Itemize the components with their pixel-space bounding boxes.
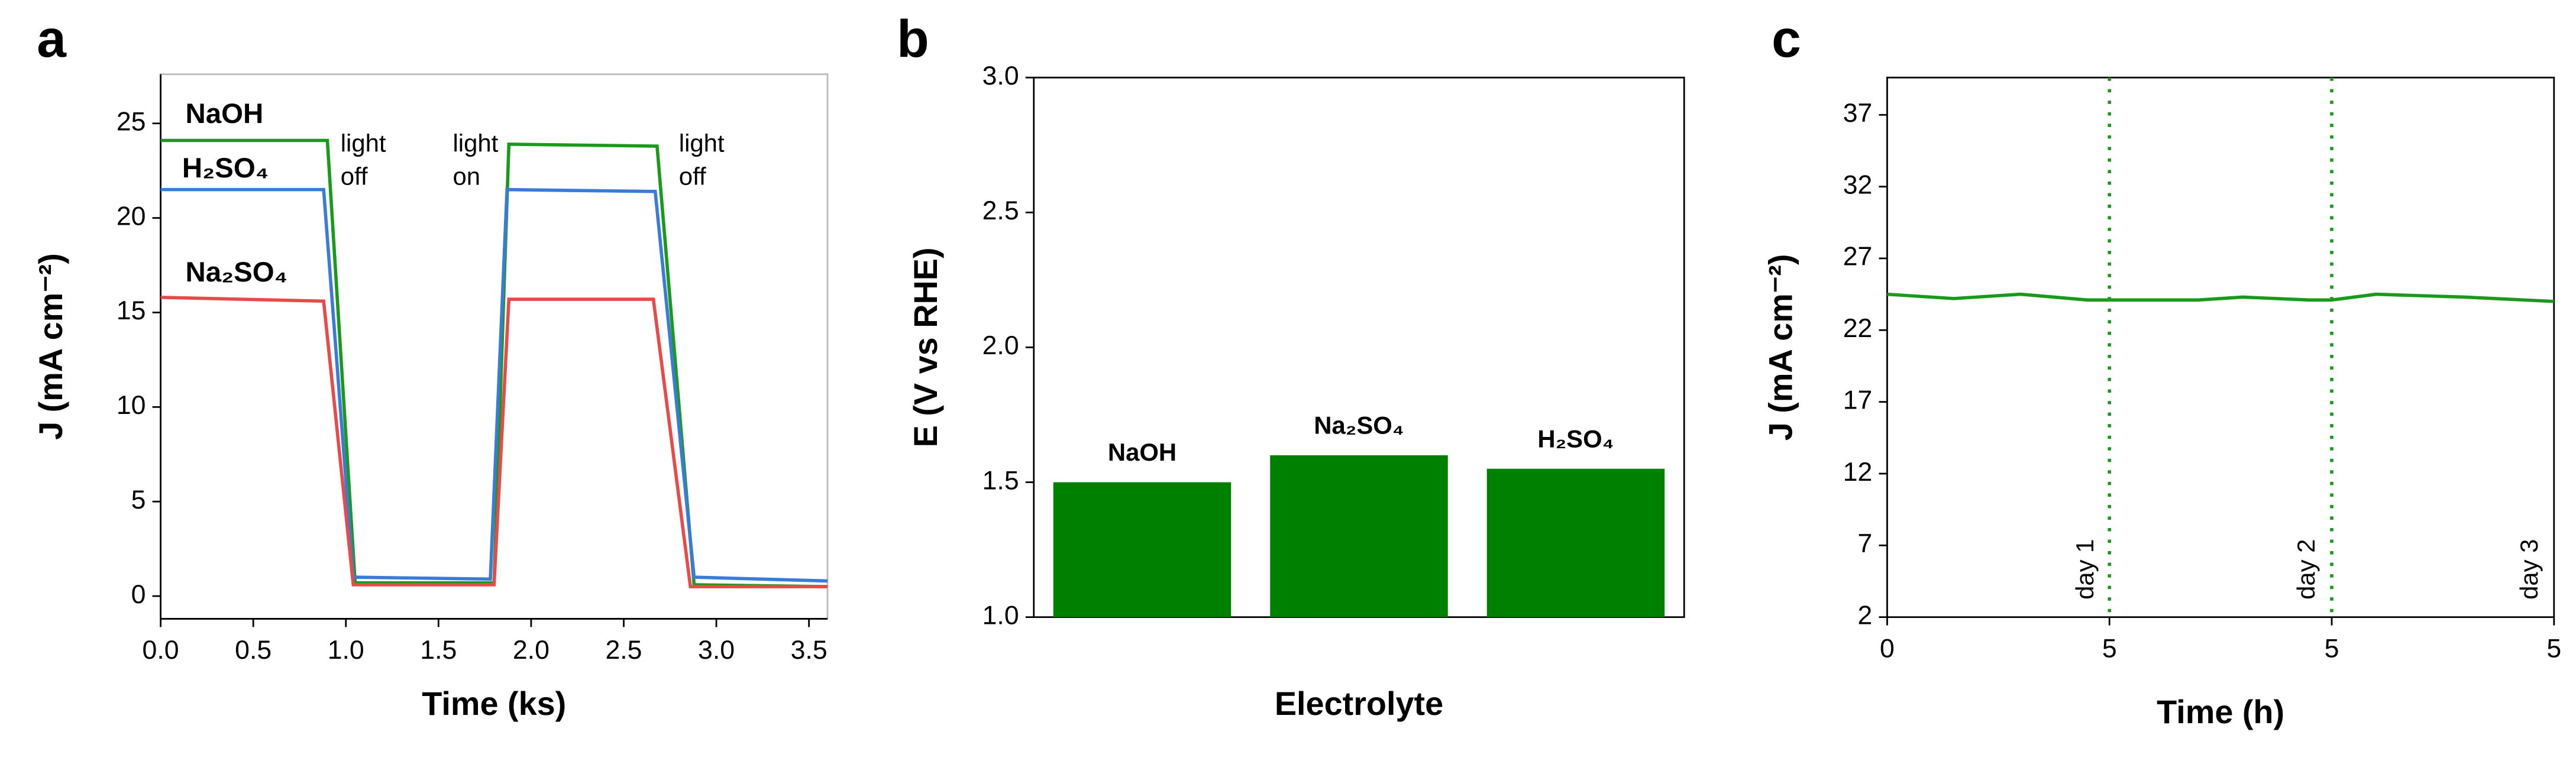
- y-tick-label: 37: [1843, 99, 1873, 128]
- annotation: off: [679, 162, 706, 190]
- y-tick-label: 3.0: [982, 61, 1019, 90]
- y-tick-label: 27: [1843, 242, 1873, 271]
- y-tick-label: 1.0: [982, 601, 1019, 630]
- x-axis-label: Time (h): [2157, 693, 2284, 730]
- annotation: day 1: [2071, 539, 2099, 600]
- y-tick-label: 5: [131, 485, 146, 514]
- x-tick-label: 0.0: [143, 636, 179, 665]
- bar: [1053, 482, 1232, 617]
- x-tick-label: 5: [2325, 634, 2339, 663]
- x-tick-label: 3.0: [698, 636, 735, 665]
- y-tick-label: 2: [1858, 601, 1873, 630]
- axes-frame: [1886, 76, 2555, 619]
- x-tick-label: 0: [1880, 634, 1895, 663]
- series-label: NaOH: [185, 98, 263, 130]
- y-tick-label: 2.0: [982, 331, 1019, 360]
- y-tick-label: 2.5: [982, 196, 1019, 225]
- x-axis-label: Electrolyte: [1275, 685, 1443, 722]
- y-tick-label: 22: [1843, 314, 1873, 343]
- x-tick-label: 2.0: [513, 636, 550, 665]
- line-series: [160, 296, 828, 588]
- x-tick-label: 0.5: [235, 636, 272, 665]
- y-axis-label: J (mA cm⁻²): [1761, 254, 1799, 441]
- annotation: day 3: [2515, 539, 2543, 600]
- y-tick-label: 25: [117, 108, 146, 137]
- x-tick-label: 2.5: [605, 636, 642, 665]
- x-tick-label: 5: [2102, 634, 2117, 663]
- x-tick-label: 1.5: [420, 636, 457, 665]
- x-tick-label: 3.5: [791, 636, 828, 665]
- line-series: [160, 187, 828, 583]
- y-tick-label: 10: [117, 391, 146, 420]
- annotation: light: [679, 130, 725, 157]
- y-tick-label: 32: [1843, 170, 1873, 199]
- annotation: day 2: [2292, 539, 2320, 600]
- y-tick-label: 20: [117, 202, 146, 231]
- y-tick-label: 7: [1858, 529, 1873, 558]
- line-series: [1887, 292, 2554, 303]
- y-axis-label: J (mA cm⁻²): [32, 253, 69, 440]
- annotation: light: [341, 130, 386, 157]
- y-axis-label: E (V vs RHE): [907, 247, 944, 447]
- annotation: on: [453, 162, 481, 190]
- bar: [1270, 455, 1448, 617]
- annotation: off: [341, 162, 368, 190]
- series-label: Na₂SO₄: [185, 257, 287, 288]
- bar: [1486, 468, 1665, 617]
- y-tick-label: 0: [131, 580, 146, 609]
- y-tick-label: 1.5: [982, 466, 1019, 495]
- panel-label: c: [1772, 9, 1801, 68]
- panel-label: a: [37, 9, 67, 68]
- bar-label: Na₂SO₄: [1314, 412, 1404, 439]
- annotation: light: [453, 130, 499, 157]
- x-tick-label: 5: [2546, 634, 2561, 663]
- y-tick-label: 12: [1843, 458, 1873, 487]
- x-tick-label: 1.0: [328, 636, 364, 665]
- series-label: H₂SO₄: [182, 153, 269, 184]
- x-axis-label: Time (ks): [422, 685, 566, 722]
- y-tick-label: 15: [117, 296, 146, 325]
- bar-label: H₂SO₄: [1537, 425, 1614, 452]
- y-tick-label: 17: [1843, 386, 1873, 415]
- bar-label: NaOH: [1108, 438, 1177, 466]
- panel-label: b: [897, 9, 929, 68]
